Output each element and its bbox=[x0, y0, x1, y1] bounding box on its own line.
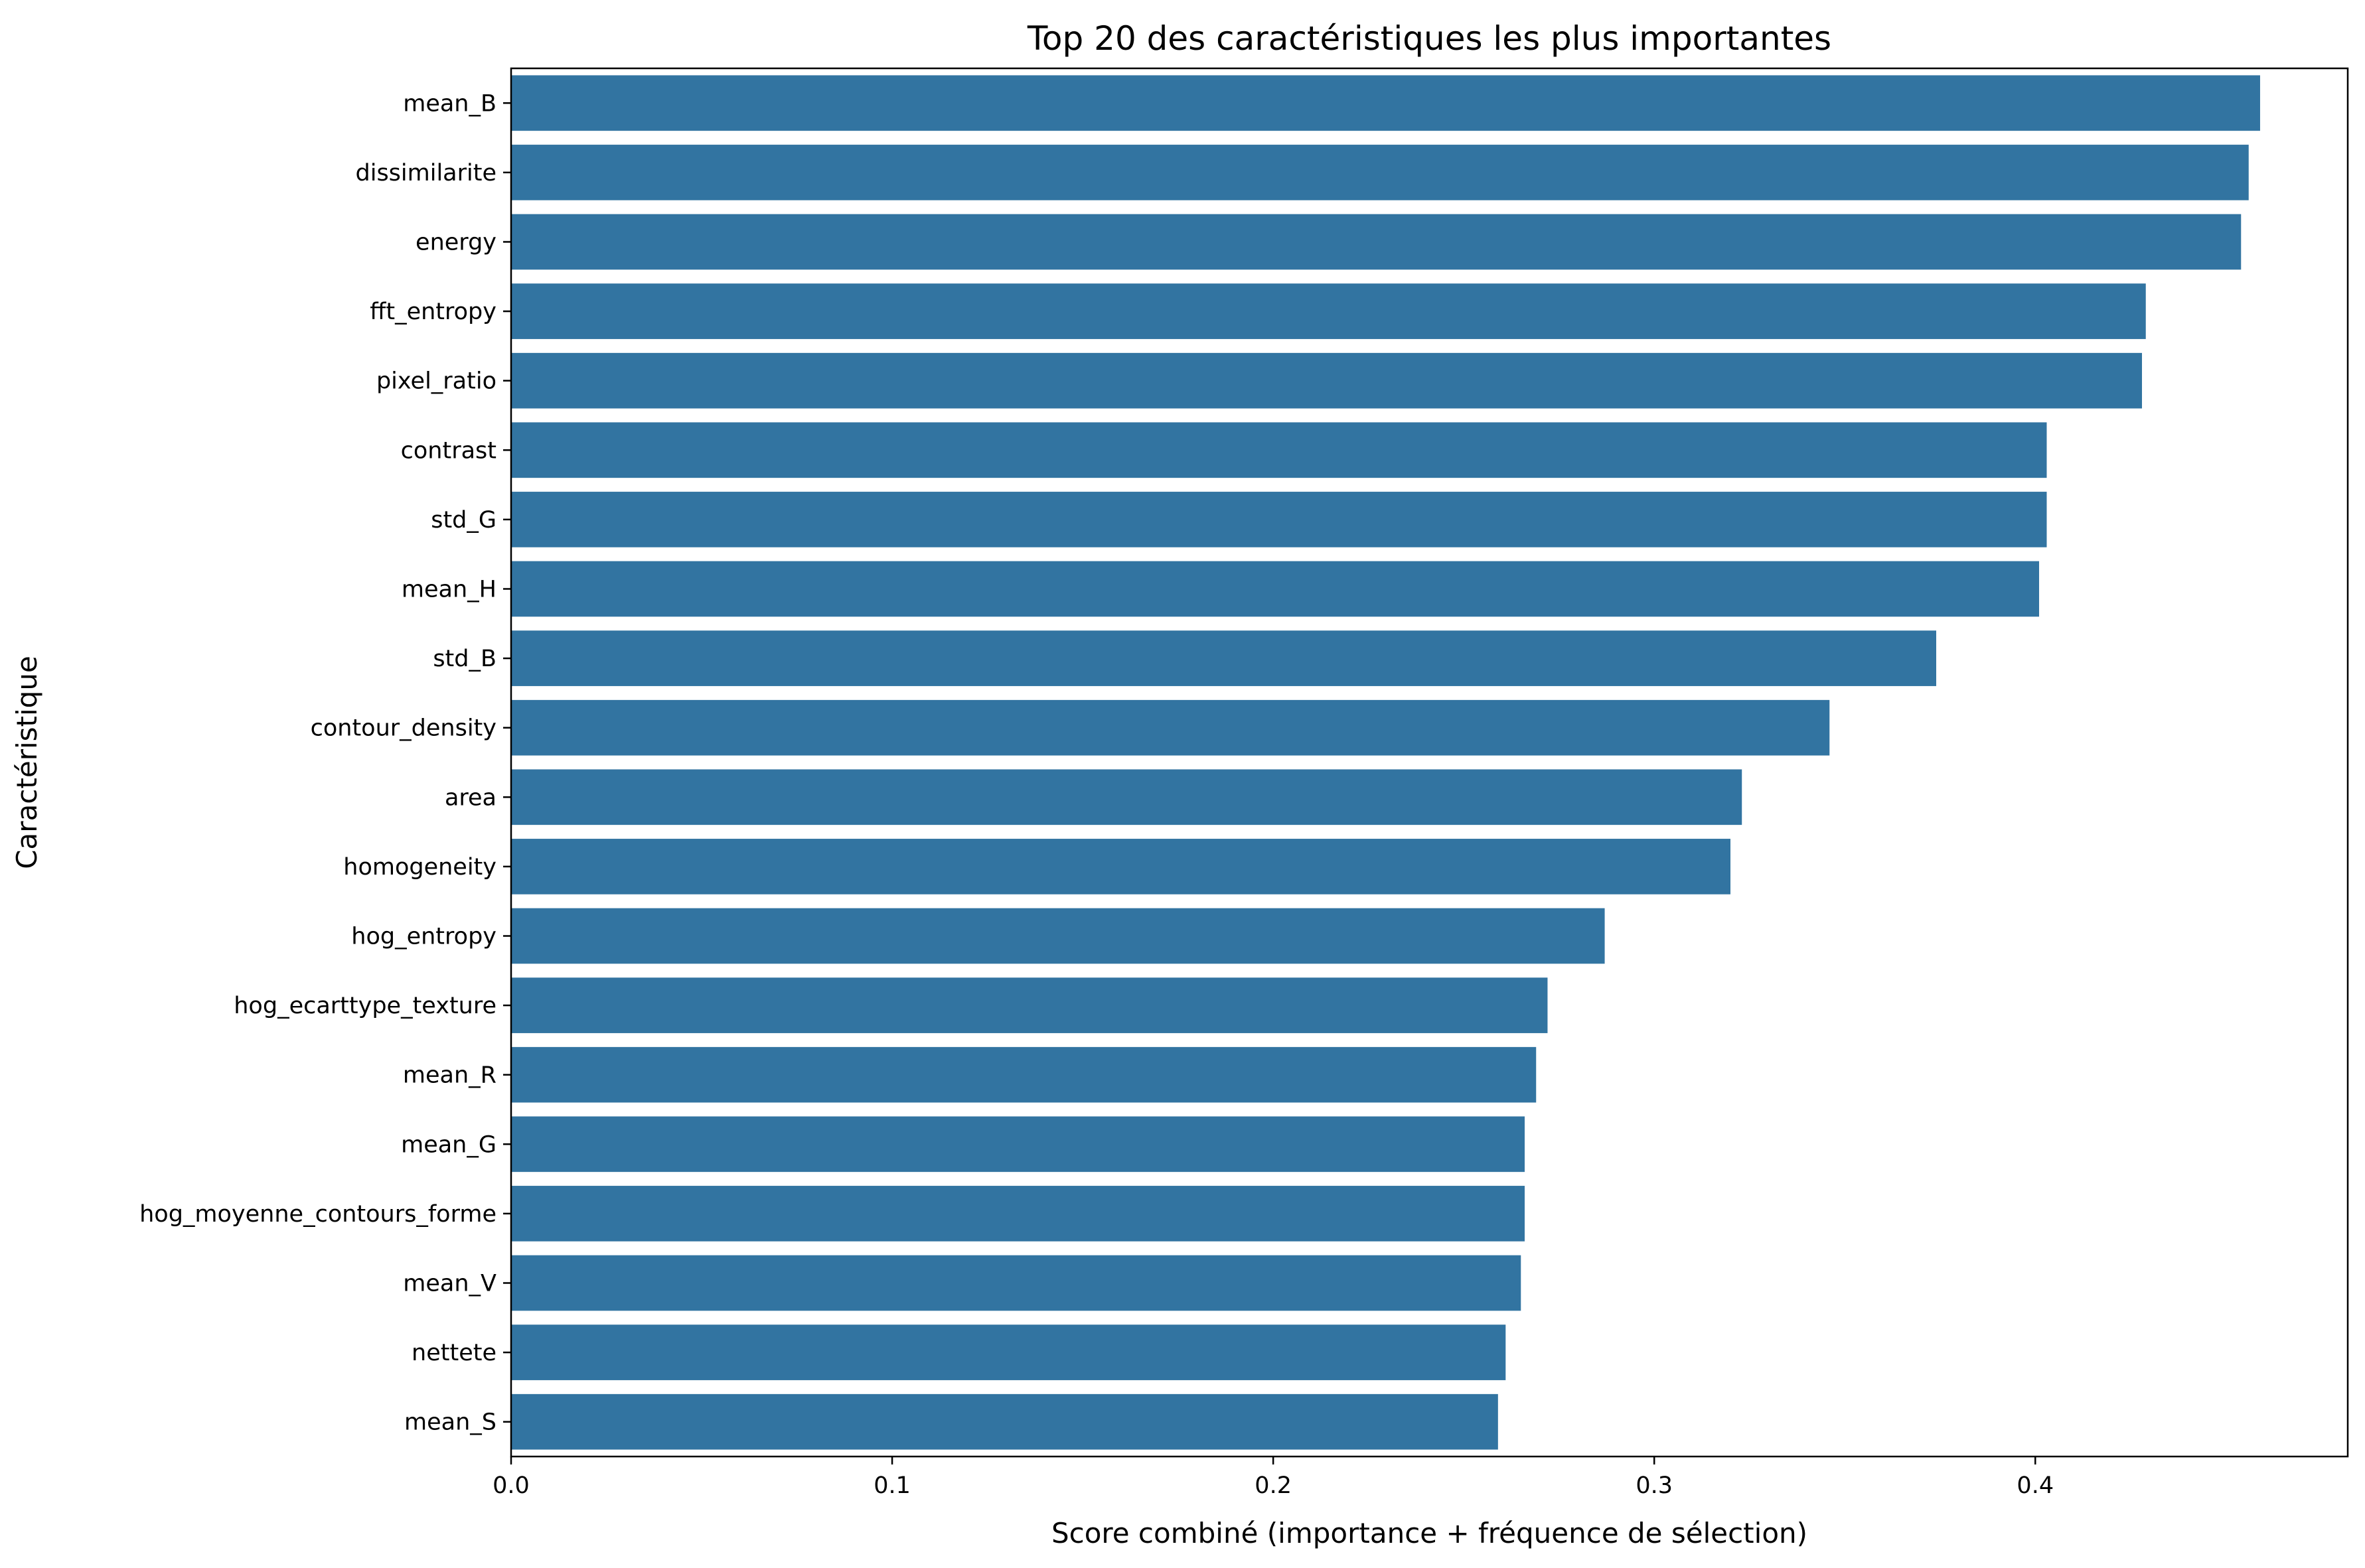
y-tick-label: pixel_ratio bbox=[376, 368, 496, 395]
bar-area bbox=[511, 769, 1742, 825]
y-tick-label: mean_R bbox=[403, 1062, 496, 1089]
bar-std_B bbox=[511, 630, 1937, 686]
y-axis-label: Caractéristique bbox=[11, 656, 43, 869]
bar-hog_moyenne_contours_forme bbox=[511, 1186, 1525, 1242]
y-tick-label: mean_H bbox=[402, 577, 496, 603]
bar-std_G bbox=[511, 492, 2047, 547]
bar-mean_G bbox=[511, 1116, 1525, 1173]
bar-fft_entropy bbox=[511, 283, 2146, 339]
y-tick-label: mean_B bbox=[403, 90, 496, 117]
bar-contour_density bbox=[511, 699, 1830, 756]
y-tick-label: fft_entropy bbox=[370, 299, 496, 325]
y-tick-label: homogeneity bbox=[343, 854, 496, 881]
y-tick-label: hog_entropy bbox=[351, 924, 496, 950]
bar-mean_S bbox=[511, 1393, 1498, 1450]
y-tick-label: std_B bbox=[433, 646, 496, 672]
bar-homogeneity bbox=[511, 839, 1731, 894]
bar-mean_B bbox=[511, 75, 2260, 131]
x-tick-label: 0.4 bbox=[2017, 1472, 2054, 1499]
x-axis-label: Score combiné (importance + fréquence de… bbox=[1051, 1517, 1807, 1549]
y-tick-label: mean_V bbox=[403, 1271, 496, 1297]
chart-title: Top 20 des caractéristiques les plus imp… bbox=[1027, 19, 1831, 58]
bar-dissimilarite bbox=[511, 145, 2249, 200]
y-tick-label: dissimilarite bbox=[356, 160, 497, 186]
bars-group bbox=[511, 75, 2260, 1450]
y-tick-label: contour_density bbox=[311, 715, 496, 742]
x-tick-label: 0.3 bbox=[1636, 1472, 1673, 1499]
y-tick-label: hog_ecarttype_texture bbox=[234, 993, 496, 1019]
x-tick-label: 0.0 bbox=[493, 1472, 530, 1499]
bar-energy bbox=[511, 214, 2242, 270]
y-tick-label: std_G bbox=[431, 507, 496, 534]
bar-hog_ecarttype_texture bbox=[511, 977, 1548, 1033]
bar-contrast bbox=[511, 422, 2047, 478]
x-tick-label: 0.2 bbox=[1255, 1472, 1292, 1499]
bar-hog_entropy bbox=[511, 908, 1605, 964]
y-tick-label: nettete bbox=[412, 1340, 496, 1366]
x-tick-label: 0.1 bbox=[874, 1472, 911, 1499]
y-tick-label: hog_moyenne_contours_forme bbox=[139, 1201, 496, 1228]
bar-mean_V bbox=[511, 1255, 1521, 1311]
bar-nettete bbox=[511, 1324, 1506, 1380]
x-axis-ticks: 0.0 0.1 0.2 0.3 0.4 bbox=[493, 1457, 2054, 1499]
plot-frame bbox=[510, 67, 2349, 1458]
y-tick-label: contrast bbox=[401, 437, 496, 464]
y-axis-ticks: mean_B dissimilarite energy fft_entropypixe… bbox=[139, 90, 511, 1436]
bar-pixel_ratio bbox=[511, 352, 2143, 409]
y-tick-label: area bbox=[445, 784, 496, 811]
bar-mean_H bbox=[511, 561, 2040, 617]
y-tick-label: mean_G bbox=[401, 1131, 496, 1158]
y-tick-label: mean_S bbox=[404, 1409, 496, 1436]
bar-mean_R bbox=[511, 1046, 1537, 1103]
y-tick-label: energy bbox=[416, 230, 496, 256]
